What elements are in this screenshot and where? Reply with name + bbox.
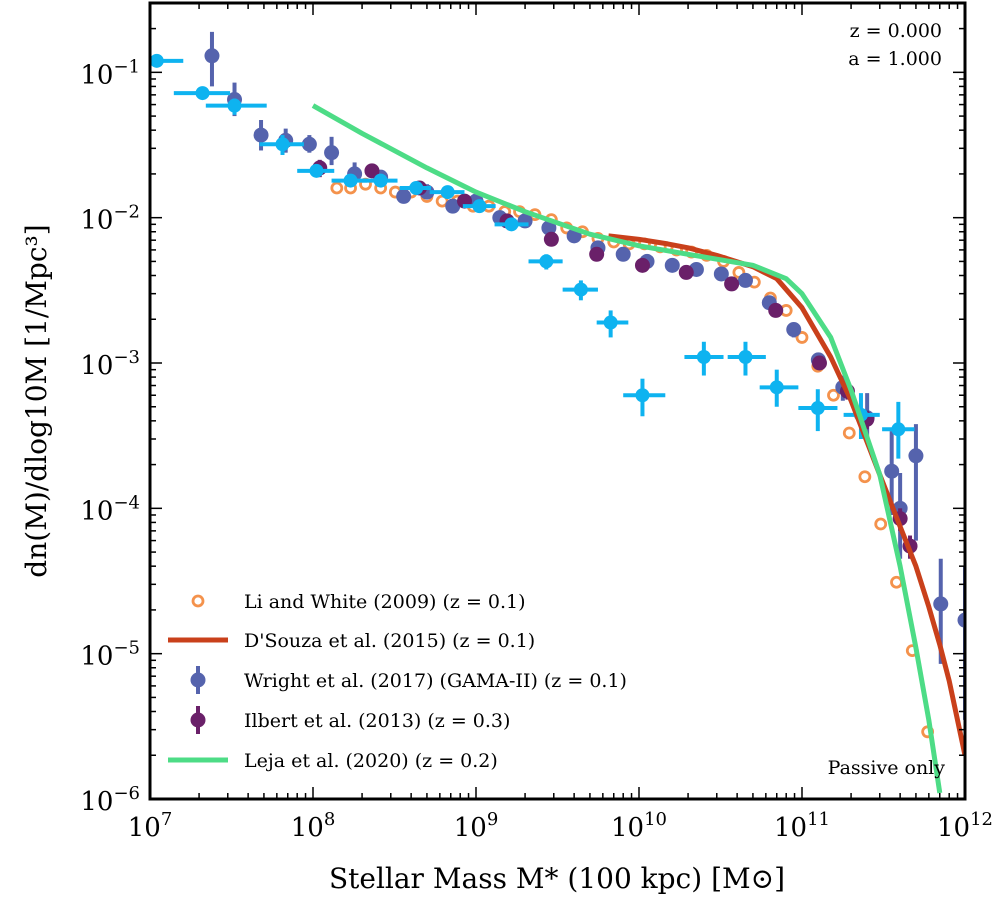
legend-label: Leja et al. (2020) (z = 0.2) [244,750,498,772]
legend-label: Li and White (2009) (z = 0.1) [244,591,526,613]
scale-factor-annotation: a = 1.000 [848,48,942,70]
legend: Li and White (2009) (z = 0.1) D'Souza et … [168,591,627,772]
data-point [786,322,802,338]
data-point [891,422,906,437]
data-point [573,282,588,297]
data-point [445,198,461,214]
data-point [933,596,949,612]
y-tick-label: 10−5 [80,638,140,672]
data-point [504,217,519,232]
data-point [309,163,324,178]
x-tick-label: 1012 [937,809,993,843]
plot-frame [148,1,967,801]
legend-label: D'Souza et al. (2015) (z = 0.1) [244,630,535,652]
data-point [541,220,557,236]
data-point [539,254,554,269]
x-axis-title: Stellar Mass M* (100 kpc) [M⊙] [329,862,785,895]
data-point [301,136,317,152]
legend-marker [191,594,205,608]
ticks-layer: 107 108 109 1010 1011 1012 10−6 10−5 10−4 10−3 10−… [80,3,993,843]
y-axis-title: dn(M)/dlog10M [1/Mpc³] [20,224,53,577]
data-point [204,48,220,64]
data-point [768,302,784,318]
data-point [543,231,559,247]
x-tick-label: 107 [128,809,173,843]
data-point [324,145,340,161]
series-line [608,233,965,756]
data-point [908,448,924,464]
data-point [664,257,680,273]
y-tick-label: 10−1 [80,56,140,90]
legend-marker [190,712,206,728]
data-point [696,349,711,364]
series-line [311,103,943,794]
li-white-point [827,388,840,402]
redshift-annotation: z = 0.000 [850,20,942,42]
data-point [472,199,487,214]
li-white-point [795,331,809,344]
data-point [275,137,290,152]
y-tick-label: 10−4 [80,492,140,526]
data-point [373,173,388,188]
data-point [811,355,827,371]
data-point [150,53,164,68]
legend-label: Wright et al. (2017) (GAMA-II) (z = 0.1) [244,670,627,692]
data-point [713,266,729,282]
data-point [440,185,455,200]
x-tick-label: 108 [291,809,336,843]
li-white-point [330,181,344,195]
data-point [737,272,753,288]
data-point [364,163,380,179]
data-point [635,388,650,403]
data-point [603,315,618,330]
data-point [884,463,900,479]
data-point [769,380,784,395]
data-point [724,276,740,292]
data-point [409,181,424,196]
y-tick-label: 10−2 [80,202,140,236]
y-tick-label: 10−6 [80,783,140,817]
data-point [195,86,210,101]
data-point [957,612,965,628]
data-point [343,173,358,188]
li-white-point [842,426,856,440]
data-point [810,401,825,416]
passive-only-annotation: Passive only [828,757,946,779]
data-point [396,188,412,204]
data-point [615,246,631,262]
x-tick-label: 1010 [611,809,667,843]
data-point [227,98,242,113]
data-point [634,257,650,273]
data-point [589,246,605,262]
legend-label: Ilbert et al. (2013) (z = 0.3) [244,710,510,732]
data-point [253,127,269,143]
data-layer [150,31,965,794]
li-white-point [874,517,888,531]
x-tick-label: 1011 [774,809,830,843]
data-point [738,349,753,364]
x-tick-label: 109 [454,809,499,843]
y-tick-label: 10−3 [80,347,140,381]
li-white-point [858,470,872,484]
data-point [678,264,694,280]
legend-marker [190,672,206,688]
